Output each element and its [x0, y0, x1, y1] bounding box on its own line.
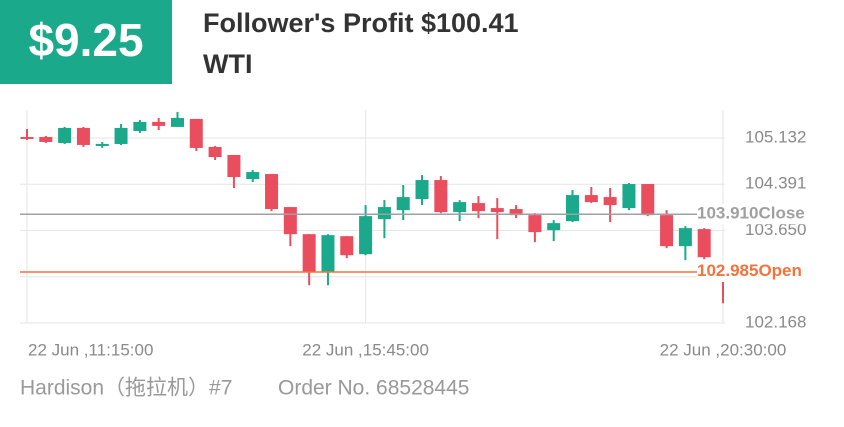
- candle-body: [603, 197, 617, 206]
- y-tick-label: 103.650: [745, 220, 806, 239]
- reference-value: 103.910: [697, 204, 758, 223]
- symbol: WTI: [203, 49, 252, 79]
- candle-body: [471, 203, 485, 212]
- profit-title: Follower's Profit $100.41: [203, 8, 519, 38]
- candle-body: [622, 184, 636, 209]
- candle-body: [509, 209, 523, 216]
- candle-body: [340, 236, 354, 256]
- reference-name: Open: [758, 261, 801, 280]
- candle-body: [208, 146, 222, 158]
- y-tick-label: 102.168: [745, 312, 806, 331]
- candle-body: [227, 155, 241, 178]
- trader: Hardison（拖拉机）#7: [20, 377, 232, 400]
- candle-body: [697, 229, 711, 258]
- candle-body: [76, 127, 90, 145]
- candle-body: [152, 121, 166, 126]
- reference-name: Close: [758, 204, 804, 223]
- x-tick-label: 22 Jun ,11:15:00: [28, 340, 153, 359]
- order-number: Order No. 68528445: [278, 377, 469, 400]
- x-tick-label: 22 Jun ,15:45:00: [302, 340, 429, 359]
- candle-body: [133, 121, 147, 131]
- profit-badge: $9.25: [28, 14, 143, 66]
- candle-body: [678, 228, 692, 247]
- reference-label-bg: [697, 204, 817, 225]
- reference-label: 102.985Open: [697, 261, 802, 280]
- candle-body: [566, 195, 580, 222]
- candle-body: [283, 207, 297, 235]
- candle-body: [170, 117, 184, 127]
- badge-bg: [0, 0, 172, 84]
- candle-body: [20, 136, 34, 139]
- candle-body: [453, 202, 467, 213]
- candle-body: [95, 143, 109, 146]
- candle-body: [528, 215, 542, 233]
- candle-body: [302, 234, 316, 273]
- candle-body: [396, 197, 410, 211]
- candle-body: [415, 180, 429, 200]
- candle-body: [321, 235, 335, 273]
- candle-body: [39, 136, 53, 142]
- candle-body: [265, 174, 279, 210]
- y-tick-label: 104.391: [745, 174, 806, 193]
- candle-body: [246, 172, 260, 180]
- candle-body: [189, 118, 203, 148]
- reference-label: 103.910Close: [697, 204, 805, 223]
- candle-body: [434, 180, 448, 213]
- candle-body: [584, 195, 598, 203]
- candle-body: [359, 216, 373, 255]
- reference-value: 102.985: [697, 261, 758, 280]
- candle-body: [547, 223, 561, 231]
- x-tick-label: 22 Jun ,20:30:00: [660, 340, 787, 359]
- candle-body: [377, 207, 391, 220]
- y-tick-label: 105.132: [745, 127, 806, 146]
- reference-label-bg: [697, 261, 817, 282]
- candle-body: [490, 208, 504, 213]
- candle-body: [58, 127, 72, 143]
- candle-body: [641, 184, 655, 216]
- candle-body: [660, 215, 674, 247]
- candle-body: [114, 127, 128, 144]
